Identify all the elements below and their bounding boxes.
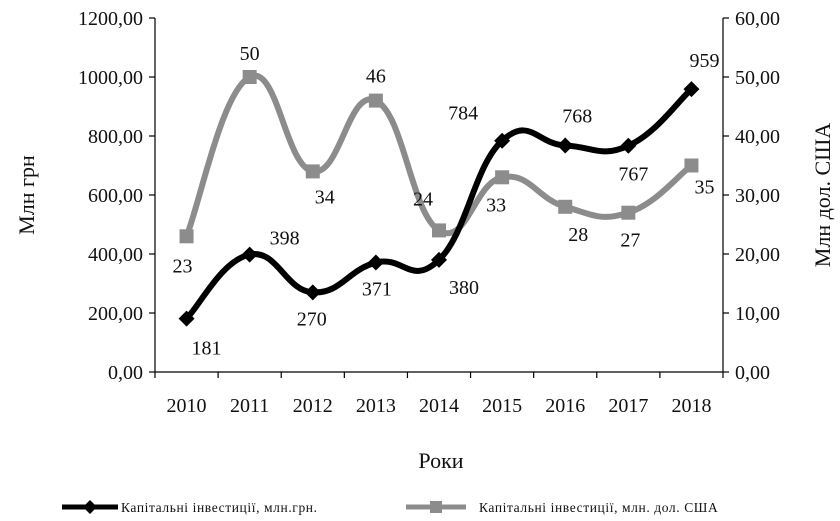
diamond-point-marker	[304, 284, 321, 301]
x-tick-label: 2016	[545, 395, 585, 417]
square-point-marker	[305, 164, 320, 179]
diamond-point-marker	[367, 254, 384, 271]
left-y-tick-label: 0,00	[108, 362, 143, 384]
data-label-series-2: 28	[568, 224, 588, 246]
data-label-series-2: 50	[240, 43, 260, 65]
diamond-point-marker	[620, 137, 637, 154]
data-label-series-2: 33	[486, 194, 506, 216]
legend: Капітальні інвестиції, млн.грн. Капіталь…	[62, 500, 718, 515]
right-y-tick-label: 0,00	[735, 362, 770, 384]
diamond-point-marker	[683, 81, 700, 98]
left-axis-title: Млн грн	[14, 155, 39, 235]
square-point-marker	[432, 223, 446, 238]
data-label-series-2: 24	[413, 188, 433, 210]
data-label-series-1: 959	[689, 50, 719, 72]
data-label-series-1: 270	[297, 308, 327, 330]
data-label-series-2: 27	[620, 230, 640, 252]
x-tick-label: 2011	[230, 395, 269, 417]
x-tick-label: 2014	[419, 395, 459, 417]
diamond-point-marker	[241, 246, 258, 263]
right-y-tick-label: 10,00	[735, 303, 780, 325]
data-label-series-1: 767	[618, 164, 648, 186]
right-y-tick-label: 30,00	[735, 185, 780, 207]
square-point-marker	[179, 229, 194, 244]
left-y-ticks: 0,00 200,00 400,00 600,00 800,00 1000,00 1200,…	[78, 8, 155, 384]
data-label-series-1: 784	[448, 103, 478, 125]
data-labels: 181 398 270 371 380 784 768 767 959 23 50 34 46 24 33 2…	[173, 43, 720, 360]
diamond-point-marker	[557, 137, 574, 154]
data-label-series-1: 371	[362, 279, 392, 301]
data-label-series-1: 398	[270, 228, 300, 250]
x-tick-label: 2013	[356, 395, 396, 417]
diamond-point-marker	[178, 310, 195, 327]
x-tick-label: 2012	[293, 395, 333, 417]
square-point-marker	[495, 170, 510, 185]
left-y-tick-label: 200,00	[88, 303, 143, 325]
series-line-1	[183, 86, 695, 322]
data-label-series-2: 23	[173, 255, 193, 277]
square-point-marker	[368, 93, 383, 108]
x-tick-label: 2018	[671, 395, 711, 417]
legend-marker-diamond-icon	[83, 500, 97, 514]
right-axis-title: Млн дол. США	[810, 123, 835, 268]
square-point-marker	[242, 70, 257, 84]
x-axis-title: Роки	[418, 448, 463, 473]
legend-item-series-1: Капітальні інвестиції, млн.грн.	[62, 500, 318, 515]
data-label-series-2: 35	[694, 177, 714, 199]
square-point-marker	[684, 158, 699, 173]
data-label-series-2: 34	[315, 186, 335, 208]
square-point-marker	[558, 199, 573, 214]
right-y-tick-label: 20,00	[735, 244, 780, 266]
legend-label-series-2: Капітальні інвестиції, млн. дол. США	[479, 500, 718, 515]
data-label-series-1: 380	[449, 277, 479, 299]
legend-label-series-1: Капітальні інвестиції, млн.грн.	[121, 500, 318, 515]
square-point-marker	[621, 205, 636, 220]
right-y-tick-label: 50,00	[735, 67, 780, 89]
legend-item-series-2: Капітальні інвестиції, млн. дол. США	[406, 500, 718, 515]
x-tick-label: 2017	[608, 395, 648, 417]
data-label-series-2: 46	[366, 66, 386, 88]
x-tick-label: 2010	[167, 395, 207, 417]
data-label-series-1: 768	[562, 105, 592, 127]
left-y-tick-label: 400,00	[88, 244, 143, 266]
plot-area: 0,00 200,00 400,00 600,00 800,00 1000,00 1200,…	[78, 8, 780, 417]
left-y-tick-label: 1200,00	[78, 8, 143, 30]
x-tick-label: 2015	[482, 395, 522, 417]
data-label-series-1: 181	[192, 338, 222, 360]
series-line-2	[183, 72, 695, 240]
right-y-tick-label: 60,00	[735, 8, 780, 30]
right-y-tick-label: 40,00	[735, 126, 780, 148]
left-y-tick-label: 1000,00	[78, 67, 143, 89]
left-y-tick-label: 800,00	[88, 126, 143, 148]
diamond-point-marker	[431, 251, 447, 268]
x-ticks: 2010 2011 2012 2013 2014 2015 2016 2017 2018	[154, 372, 724, 417]
legend-marker-square-icon	[430, 501, 442, 513]
diamond-point-marker	[494, 132, 511, 149]
left-y-tick-label: 600,00	[88, 185, 143, 207]
series-layer	[178, 70, 700, 327]
right-y-ticks: 0,00 10,00 20,00 30,00 40,00 50,00 60,00	[723, 8, 780, 384]
